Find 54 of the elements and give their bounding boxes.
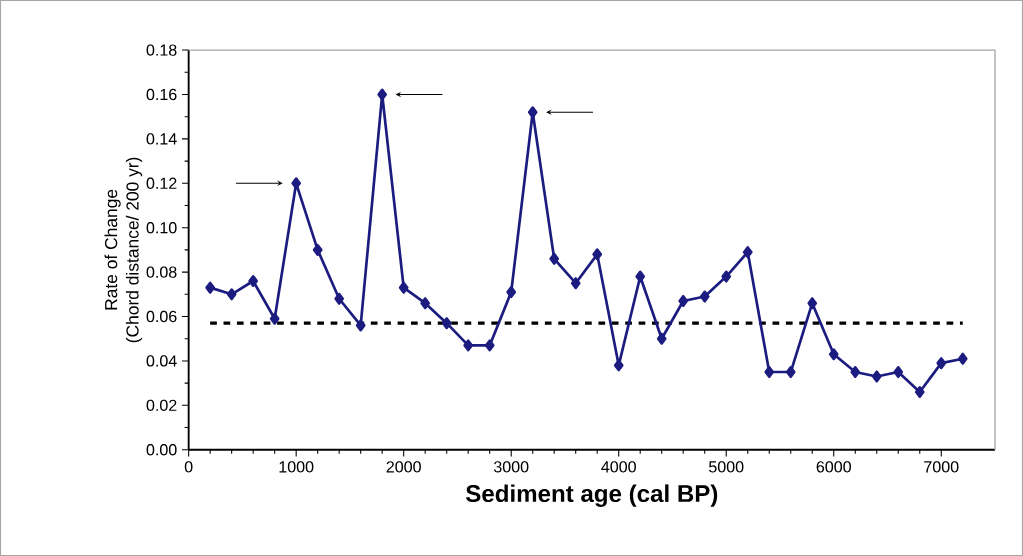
point bbox=[721, 270, 732, 283]
point bbox=[893, 365, 904, 379]
point bbox=[205, 281, 216, 294]
y-tick-label: 0.14 bbox=[146, 133, 177, 145]
x-tick-label: 5000 bbox=[709, 461, 744, 473]
point bbox=[334, 292, 345, 305]
point bbox=[226, 288, 237, 301]
x-tick-label: 4000 bbox=[601, 461, 636, 473]
point bbox=[269, 312, 280, 325]
y-tick-label: 0.02 bbox=[146, 399, 177, 411]
y-tick-label: 0.00 bbox=[146, 444, 177, 456]
x-tick-label: 0 bbox=[184, 461, 193, 473]
point bbox=[871, 370, 882, 383]
x-tick-label: 7000 bbox=[924, 461, 959, 473]
y-axis-title: Rate of Change (Chord distance/ 200 yr) bbox=[104, 157, 143, 343]
point bbox=[312, 243, 323, 256]
point bbox=[549, 252, 560, 265]
point bbox=[291, 177, 302, 190]
point bbox=[570, 277, 581, 290]
x-tick-label: 6000 bbox=[816, 461, 851, 473]
point bbox=[957, 352, 968, 365]
point bbox=[592, 248, 603, 261]
point bbox=[420, 297, 431, 310]
y-tick-label: 0.08 bbox=[146, 266, 177, 278]
x-tick-label: 2000 bbox=[386, 461, 421, 473]
y-tick-label: 0.18 bbox=[146, 44, 177, 56]
point bbox=[764, 365, 775, 379]
y-tick-label: 0.16 bbox=[146, 88, 177, 101]
point bbox=[914, 385, 925, 399]
x-tick-label: 1000 bbox=[279, 461, 314, 473]
x-tick-label: 3000 bbox=[493, 461, 529, 473]
point bbox=[377, 88, 388, 101]
point bbox=[807, 297, 818, 310]
point bbox=[463, 339, 474, 352]
point bbox=[678, 294, 689, 307]
point bbox=[936, 357, 947, 370]
point bbox=[785, 365, 796, 379]
point bbox=[656, 332, 667, 345]
point bbox=[355, 319, 366, 332]
y-tick-label: 0.10 bbox=[146, 222, 177, 234]
point bbox=[635, 270, 646, 283]
point bbox=[441, 317, 452, 330]
point bbox=[850, 365, 861, 379]
point bbox=[248, 274, 259, 287]
point bbox=[484, 339, 495, 352]
y-tick-label: 0.12 bbox=[146, 177, 177, 189]
y-tick-label: 0.04 bbox=[146, 355, 177, 367]
point bbox=[398, 281, 409, 294]
point bbox=[699, 290, 710, 303]
y-tick-label: 0.06 bbox=[146, 310, 177, 323]
point bbox=[742, 246, 753, 259]
x-axis-title: Sediment age (cal BP) bbox=[465, 484, 718, 507]
point bbox=[506, 286, 517, 299]
point bbox=[828, 348, 839, 361]
